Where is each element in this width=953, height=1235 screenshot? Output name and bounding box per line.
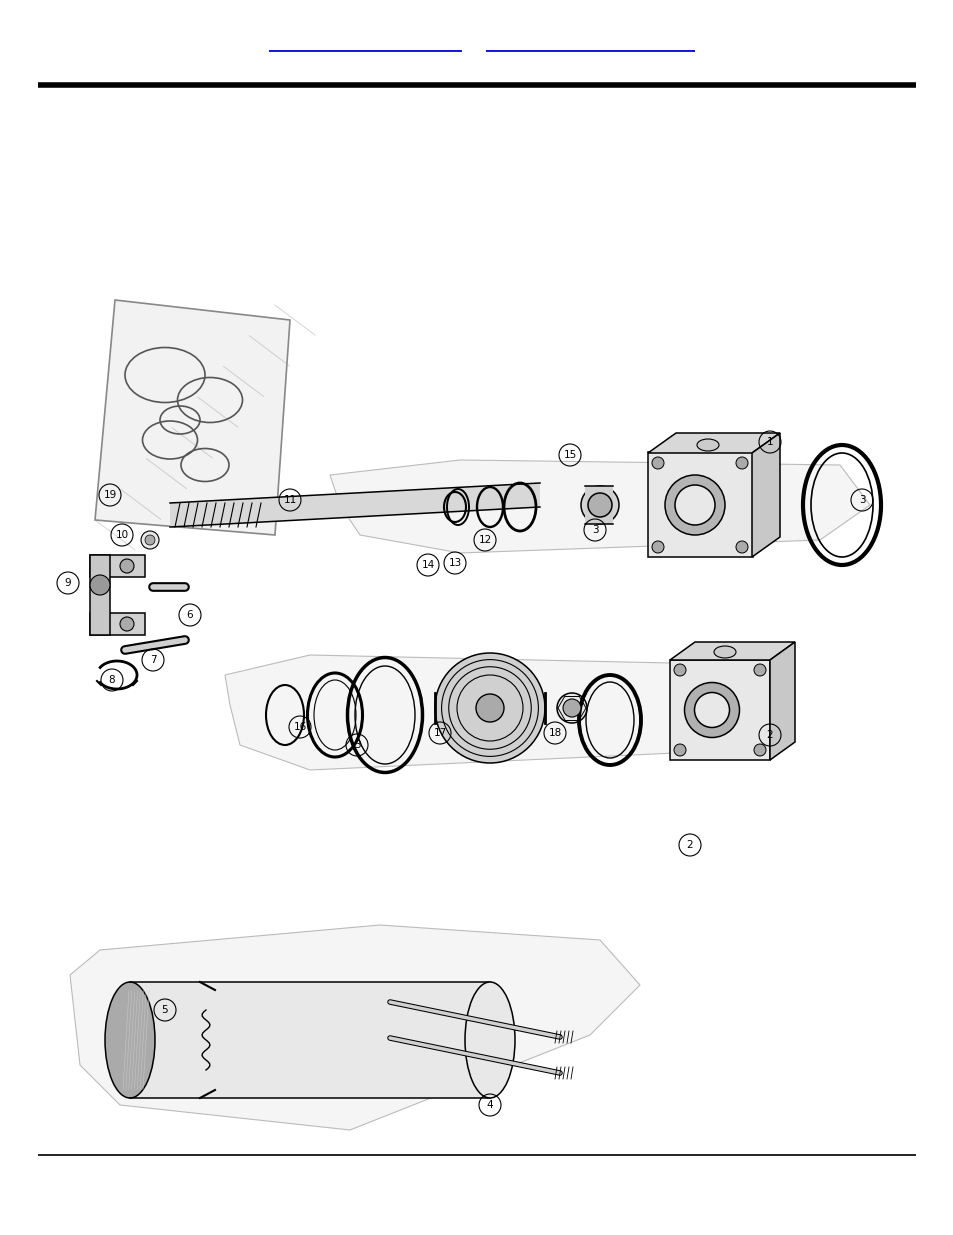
Ellipse shape: [673, 743, 685, 756]
Bar: [90, 555, 110, 635]
Ellipse shape: [651, 457, 663, 469]
Text: 13: 13: [448, 558, 461, 568]
Ellipse shape: [651, 541, 663, 553]
Ellipse shape: [684, 683, 739, 737]
Text: 16: 16: [294, 722, 306, 732]
Ellipse shape: [735, 541, 747, 553]
Ellipse shape: [753, 743, 765, 756]
Ellipse shape: [713, 646, 735, 658]
Polygon shape: [647, 433, 780, 453]
Text: 19: 19: [103, 490, 116, 500]
Bar: [90, 613, 145, 635]
Ellipse shape: [476, 694, 503, 722]
Polygon shape: [170, 483, 539, 527]
Ellipse shape: [664, 475, 724, 535]
Ellipse shape: [90, 576, 110, 595]
Text: 1: 1: [766, 437, 773, 447]
Text: 10: 10: [115, 530, 129, 540]
Bar: [584, 487, 613, 524]
Ellipse shape: [562, 699, 580, 718]
Polygon shape: [751, 433, 780, 557]
Ellipse shape: [464, 982, 515, 1098]
Text: 7: 7: [150, 655, 156, 664]
Text: 15: 15: [563, 450, 576, 459]
Bar: [130, 982, 490, 1098]
Ellipse shape: [435, 653, 544, 763]
Polygon shape: [70, 925, 639, 1130]
Text: 6: 6: [187, 610, 193, 620]
Text: 3: 3: [354, 740, 360, 750]
Ellipse shape: [120, 559, 133, 573]
Text: 18: 18: [548, 727, 561, 739]
Polygon shape: [669, 642, 794, 659]
Ellipse shape: [735, 457, 747, 469]
Text: 17: 17: [433, 727, 446, 739]
Ellipse shape: [673, 664, 685, 676]
Text: 8: 8: [109, 676, 115, 685]
Ellipse shape: [557, 693, 586, 722]
Ellipse shape: [145, 535, 154, 545]
Ellipse shape: [697, 438, 719, 451]
Text: 12: 12: [477, 535, 491, 545]
Text: 14: 14: [421, 559, 435, 571]
Ellipse shape: [580, 487, 618, 524]
Text: 2: 2: [766, 730, 773, 740]
Bar: [669, 659, 769, 760]
Ellipse shape: [675, 485, 714, 525]
Polygon shape: [95, 300, 290, 535]
Ellipse shape: [587, 493, 612, 517]
Ellipse shape: [120, 618, 133, 631]
Ellipse shape: [105, 982, 154, 1098]
Text: 5: 5: [161, 1005, 168, 1015]
Bar: [647, 452, 752, 557]
Polygon shape: [769, 642, 794, 760]
Polygon shape: [225, 655, 789, 769]
Polygon shape: [330, 459, 869, 553]
Ellipse shape: [694, 693, 729, 727]
Ellipse shape: [753, 664, 765, 676]
Text: 11: 11: [283, 495, 296, 505]
Text: 3: 3: [858, 495, 864, 505]
Bar: [90, 555, 145, 577]
Text: 3: 3: [591, 525, 598, 535]
Ellipse shape: [141, 531, 159, 550]
Text: 2: 2: [686, 840, 693, 850]
Text: 4: 4: [486, 1100, 493, 1110]
Text: 9: 9: [65, 578, 71, 588]
